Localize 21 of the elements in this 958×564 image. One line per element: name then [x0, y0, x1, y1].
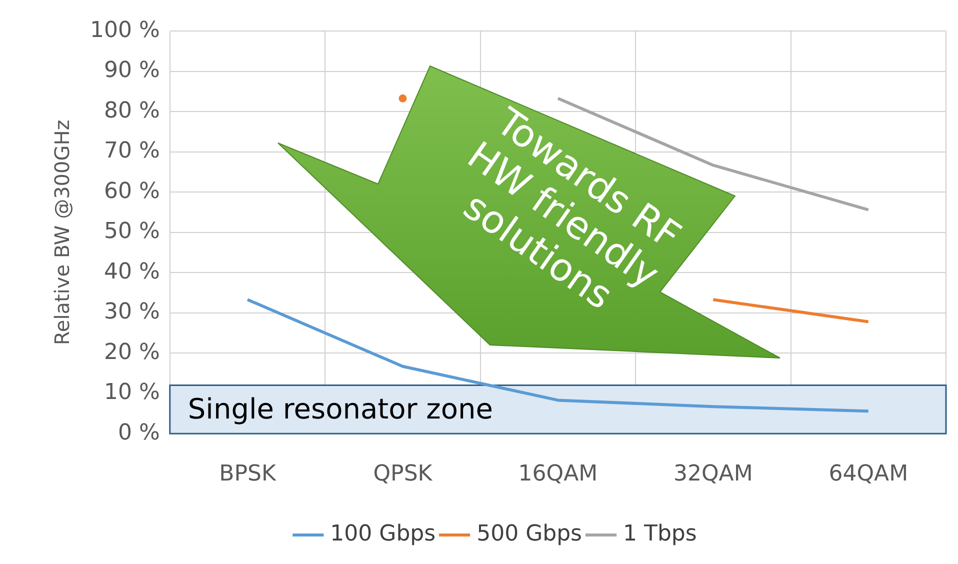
- y-tick-label: 70 %: [104, 138, 160, 164]
- y-tick-label: 40 %: [104, 259, 160, 284]
- x-tick-label: 16QAM: [518, 462, 598, 487]
- x-tick-label: 64QAM: [828, 462, 908, 487]
- y-tick-label: 100 %: [90, 18, 160, 43]
- x-tick-label: BPSK: [219, 462, 276, 487]
- y-tick-label: 50 %: [104, 219, 160, 244]
- legend-label: 100 Gbps: [330, 522, 436, 547]
- legend-label: 1 Tbps: [623, 522, 697, 547]
- y-tick-label: 20 %: [104, 340, 160, 365]
- y-axis-title: Relative BW @300GHz: [50, 120, 74, 346]
- y-tick-label: 10 %: [104, 380, 160, 406]
- band-label: Single resonator zone: [188, 392, 493, 426]
- y-tick-label: 80 %: [104, 98, 160, 124]
- legend-label: 500 Gbps: [476, 522, 582, 547]
- y-tick-label: 30 %: [104, 300, 160, 325]
- y-tick-label: 0 %: [118, 420, 160, 446]
- x-tick-label: QPSK: [373, 462, 433, 487]
- y-tick-label: 60 %: [104, 178, 160, 204]
- x-tick-label: 32QAM: [673, 462, 753, 487]
- y-tick-label: 90 %: [104, 58, 160, 84]
